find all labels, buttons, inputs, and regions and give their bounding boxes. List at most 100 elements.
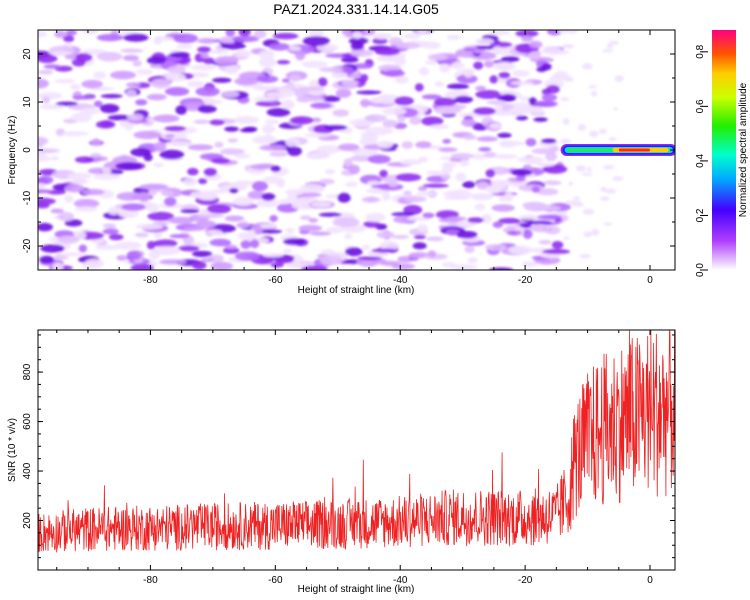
spectrogram-cell	[234, 77, 259, 86]
spectrogram-cell	[135, 99, 148, 106]
spectrogram-cell	[160, 190, 174, 197]
spectrogram-cell	[337, 143, 360, 151]
spectrogram-cell	[515, 115, 528, 121]
spectrogram-cell	[464, 245, 475, 253]
spectrogram-cell	[481, 213, 492, 224]
spectrogram-cell	[186, 80, 204, 88]
spectrogram-cell	[394, 96, 414, 106]
colorbar-tick-label: 0.4	[695, 154, 706, 168]
spectrogram-cell	[439, 63, 451, 73]
spectrogram-cell	[91, 138, 101, 146]
spectrogram-cell	[401, 141, 414, 149]
spectrogram-cell	[187, 167, 199, 176]
spectrogram-cell	[541, 88, 552, 95]
spectrogram-cell	[69, 84, 81, 91]
spectrogram-cell	[132, 60, 142, 67]
spectrogram-cell	[200, 192, 218, 201]
spectrogram-cell	[541, 93, 558, 102]
spectrogram-cell	[536, 188, 559, 196]
spectrogram-cell	[323, 124, 348, 131]
spectrogram-cell	[501, 56, 520, 63]
spectrogram-cell	[153, 162, 164, 168]
spectrogram-cell	[272, 32, 299, 40]
spectrogram-cell	[425, 170, 450, 176]
spectrogram-cell	[38, 137, 45, 147]
spectrogram-cell	[281, 78, 290, 83]
spectrogram-cell	[476, 181, 490, 190]
spectrogram-cell	[43, 64, 62, 69]
spectrogram-cell	[116, 255, 127, 261]
spectrogram-cell	[159, 149, 185, 160]
spectrogram-cell	[190, 64, 218, 71]
spectrogram-cell	[603, 164, 615, 170]
spectrogram-cell	[608, 137, 617, 142]
spectrogram-cell	[258, 49, 275, 60]
spectrogram-cell	[573, 202, 584, 208]
spectrogram-cell	[224, 215, 245, 222]
spectrogram-cell	[238, 30, 251, 37]
spectrogram-cell	[474, 203, 486, 211]
spectrogram-cell	[325, 226, 344, 234]
spectrogram-cell	[382, 119, 398, 128]
spectrogram-cell	[470, 153, 487, 160]
spectrogram-cell	[374, 47, 400, 56]
spectrogram-cell	[484, 243, 507, 251]
colorbar-tick-label: 0.6	[695, 99, 706, 113]
spectrogram-cell	[372, 32, 393, 40]
spectrogram-cell	[403, 33, 421, 39]
x-tick-label: -20	[518, 575, 533, 586]
spectrogram-cell	[285, 189, 305, 196]
spectrogram-cell	[270, 165, 281, 172]
spectrogram-cell	[318, 178, 335, 185]
spectrogram-cell	[121, 203, 146, 211]
spectrogram-cell	[531, 224, 550, 233]
spectrogram-cell	[442, 138, 452, 144]
spectrogram-cell	[488, 30, 511, 36]
spectrogram-cell	[489, 75, 499, 84]
spectrogram-cell	[126, 82, 141, 88]
spectrogram-cell	[311, 151, 331, 159]
spectrogram-cell	[335, 88, 352, 98]
spectrogram-cell	[348, 37, 369, 45]
spectrogram-cell	[422, 183, 449, 188]
colorbar-gradient	[712, 30, 736, 270]
spectrogram-cell	[573, 196, 581, 200]
spectrogram-cell	[120, 48, 144, 53]
x-tick-label: -80	[143, 575, 158, 586]
spectrogram-cell	[266, 108, 291, 117]
spectrogram-cell	[197, 178, 208, 185]
spectrogram-cell	[451, 152, 474, 159]
spectrogram-cell	[209, 238, 232, 247]
spectrogram-cell	[613, 107, 618, 111]
spectrogram-cell	[38, 189, 53, 194]
spectrogram-cell	[264, 119, 280, 125]
spectrogram-cell	[467, 217, 484, 224]
spectrogram-cell	[381, 191, 391, 202]
spectrogram-cell	[93, 71, 107, 80]
spectrogram-cell	[394, 76, 409, 84]
x-tick-label: -60	[268, 575, 283, 586]
y-tick-label: 20	[22, 48, 33, 60]
spectrogram-cell	[250, 239, 260, 249]
spectrogram-cell	[52, 262, 64, 270]
spectrogram-cell	[321, 248, 335, 256]
spectrogram-cell	[475, 85, 487, 91]
spectrogram-cell	[250, 163, 271, 170]
spectrogram-cell	[483, 60, 494, 68]
spectrogram-cell	[499, 93, 517, 102]
spectrogram-cell	[285, 138, 301, 148]
spectrogram-cell	[259, 223, 278, 229]
spectrogram-cell	[195, 220, 217, 229]
spectrogram-cell	[94, 244, 121, 250]
snr-x-ticks: -80 -60 -40 -20 0	[56, 330, 653, 586]
spectrogram-cell	[197, 104, 217, 114]
spectrogram-cell	[599, 128, 607, 135]
spectrogram-cell	[545, 151, 558, 162]
spectrogram-cell	[507, 230, 522, 236]
x-tick-label: 0	[647, 275, 653, 286]
x-tick-label: -80	[143, 275, 158, 286]
spectrogram-cell	[93, 173, 121, 180]
spectrogram-cell	[63, 35, 75, 43]
spectrogram-cell	[108, 233, 124, 241]
spectrogram-cell	[38, 31, 48, 38]
